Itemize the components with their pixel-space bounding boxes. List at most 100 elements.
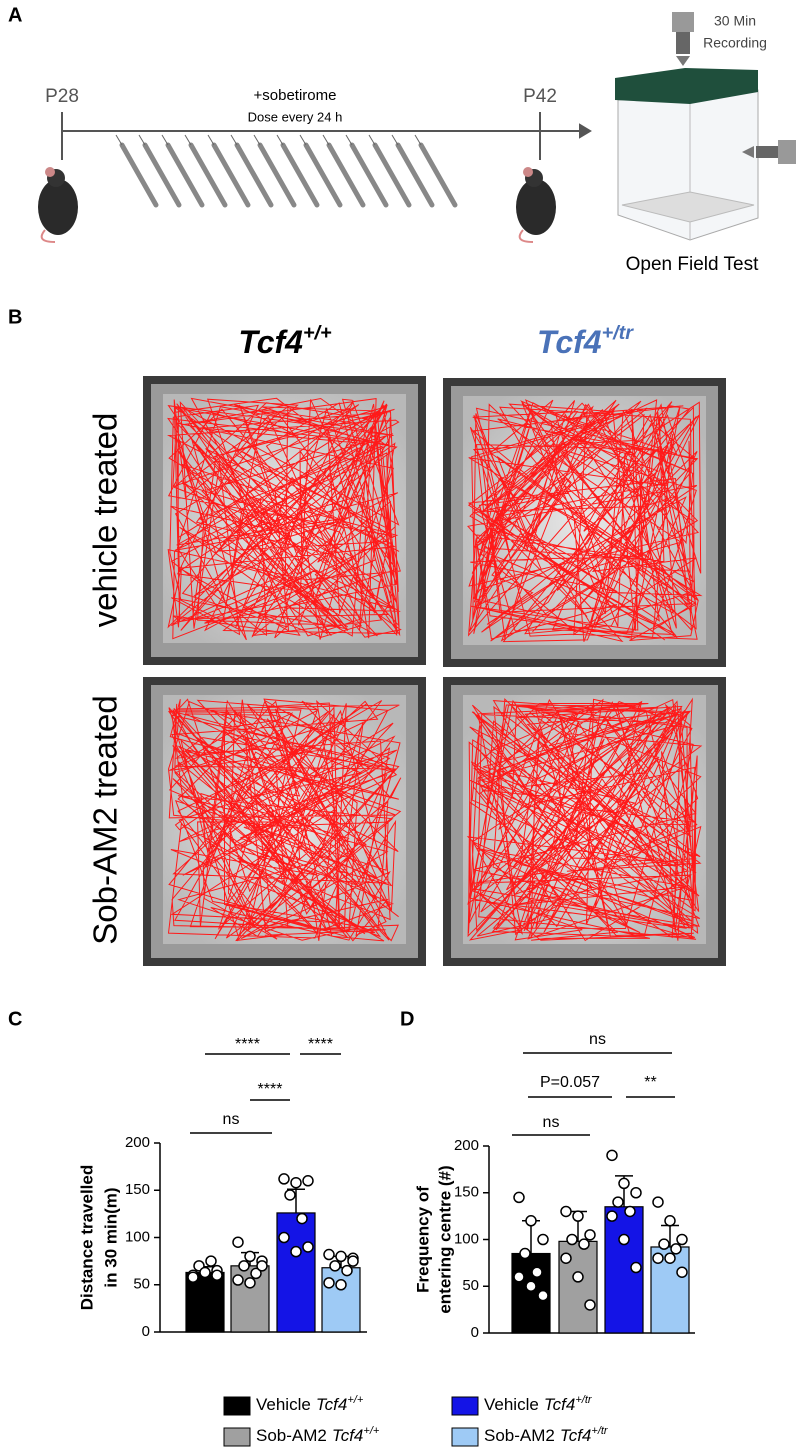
legend-name: Sob-AM2 [256,1426,327,1445]
column-header: Tcf4+/+ [238,322,332,360]
syringe [211,142,251,208]
data-point [578,1238,590,1250]
data-point [606,1210,618,1222]
data-point [238,1260,250,1272]
data-point [244,1277,256,1289]
data-point [664,1252,676,1264]
data-point [618,1233,630,1246]
data-point [664,1215,676,1227]
syringe [234,142,274,208]
data-point [572,1210,584,1222]
data-point [232,1274,244,1286]
legend-name: Vehicle [256,1395,311,1414]
legend-swatch [223,1427,251,1447]
y-axis-label: entering centre (#) [435,1165,454,1313]
y-tick-label: 150 [454,1184,479,1201]
syringe [395,142,435,208]
needle [161,134,169,146]
test-name: Open Field Test [626,254,759,275]
data-point [296,1212,308,1225]
panel-letter: B [8,306,22,328]
bar [511,1252,551,1334]
recording-text: Recording [703,35,767,51]
legend-swatch [451,1396,479,1416]
y-tick-label: 50 [462,1277,479,1294]
needle [253,134,261,146]
legend-genotype: +/tr [575,1394,593,1406]
data-point [335,1250,347,1263]
needle [184,134,192,146]
row-label: vehicle treated [87,413,124,628]
legend-genotype: +/+ [363,1425,379,1437]
data-point [347,1255,359,1267]
syringe [326,142,366,208]
data-point [676,1233,688,1246]
data-point [278,1231,290,1244]
data-point [525,1215,537,1227]
mouse [38,167,78,243]
data-point [612,1196,624,1208]
column-header-gene: Tcf4 [238,324,303,360]
legend-gene: Tcf4 [544,1395,576,1414]
start-age: P28 [45,86,79,107]
data-point [244,1250,256,1263]
end-age: P42 [523,86,557,107]
syringes [115,134,458,208]
data-point [302,1175,314,1187]
syringe [280,142,320,208]
y-tick-label: 150 [125,1181,150,1198]
significance-label: **** [235,1036,260,1053]
trajectory [467,399,703,643]
data-point [284,1189,296,1201]
needle [230,134,238,146]
data-point [323,1248,335,1261]
charts: C Distance travelled in 30 min(m) 0 50 100 150… [8,1008,695,1341]
needle [138,134,146,146]
data-point [584,1229,596,1241]
data-point [624,1205,636,1218]
legend-label: Vehicle Tcf4+/+ [256,1394,364,1415]
data-point [232,1236,244,1248]
syringe [119,142,159,208]
significance-label: **** [308,1036,333,1053]
significance-label: ns [589,1031,606,1048]
y-tick-label: 100 [125,1228,150,1245]
legend-genotype: +/+ [347,1394,363,1406]
data-point [537,1289,549,1302]
data-point [652,1196,664,1208]
data-point [572,1271,584,1283]
data-point [606,1149,618,1162]
significance-label: ** [644,1074,656,1091]
y-tick-label: 50 [133,1276,150,1293]
needle [345,134,353,146]
trajectory [166,397,402,641]
y-tick-label: 100 [454,1230,479,1247]
y-tick-label: 200 [125,1134,150,1151]
significance-label: P=0.057 [540,1074,600,1091]
data-point [531,1266,543,1278]
y-axis-label: in 30 min(m) [101,1187,120,1287]
syringe [372,142,412,208]
treatment: +sobetirome [254,87,337,104]
trajectory [167,698,402,942]
syringe [142,142,182,208]
needle [115,134,123,146]
column-header-genotype: +/tr [602,322,635,344]
row-label: Sob-AM2 treated [87,695,124,944]
data-point [560,1252,572,1264]
legend-genotype: +/tr [591,1425,609,1437]
legend-gene: Tcf4 [332,1426,364,1445]
recording-text: 30 Min [714,13,756,29]
panel-letter: A [8,4,22,26]
trajectory [466,697,703,942]
needle [207,134,215,146]
legend-gene: Tcf4 [560,1426,592,1445]
data-point [323,1277,335,1289]
syringe [303,142,343,208]
needle [391,134,399,146]
column-header-gene: Tcf4 [537,324,602,360]
legend: Vehicle Tcf4+/+Sob-AM2 Tcf4+/+Vehicle Tcf4+… [223,1394,609,1447]
data-point [211,1269,223,1282]
syringe [188,142,228,208]
data-point [278,1173,290,1185]
